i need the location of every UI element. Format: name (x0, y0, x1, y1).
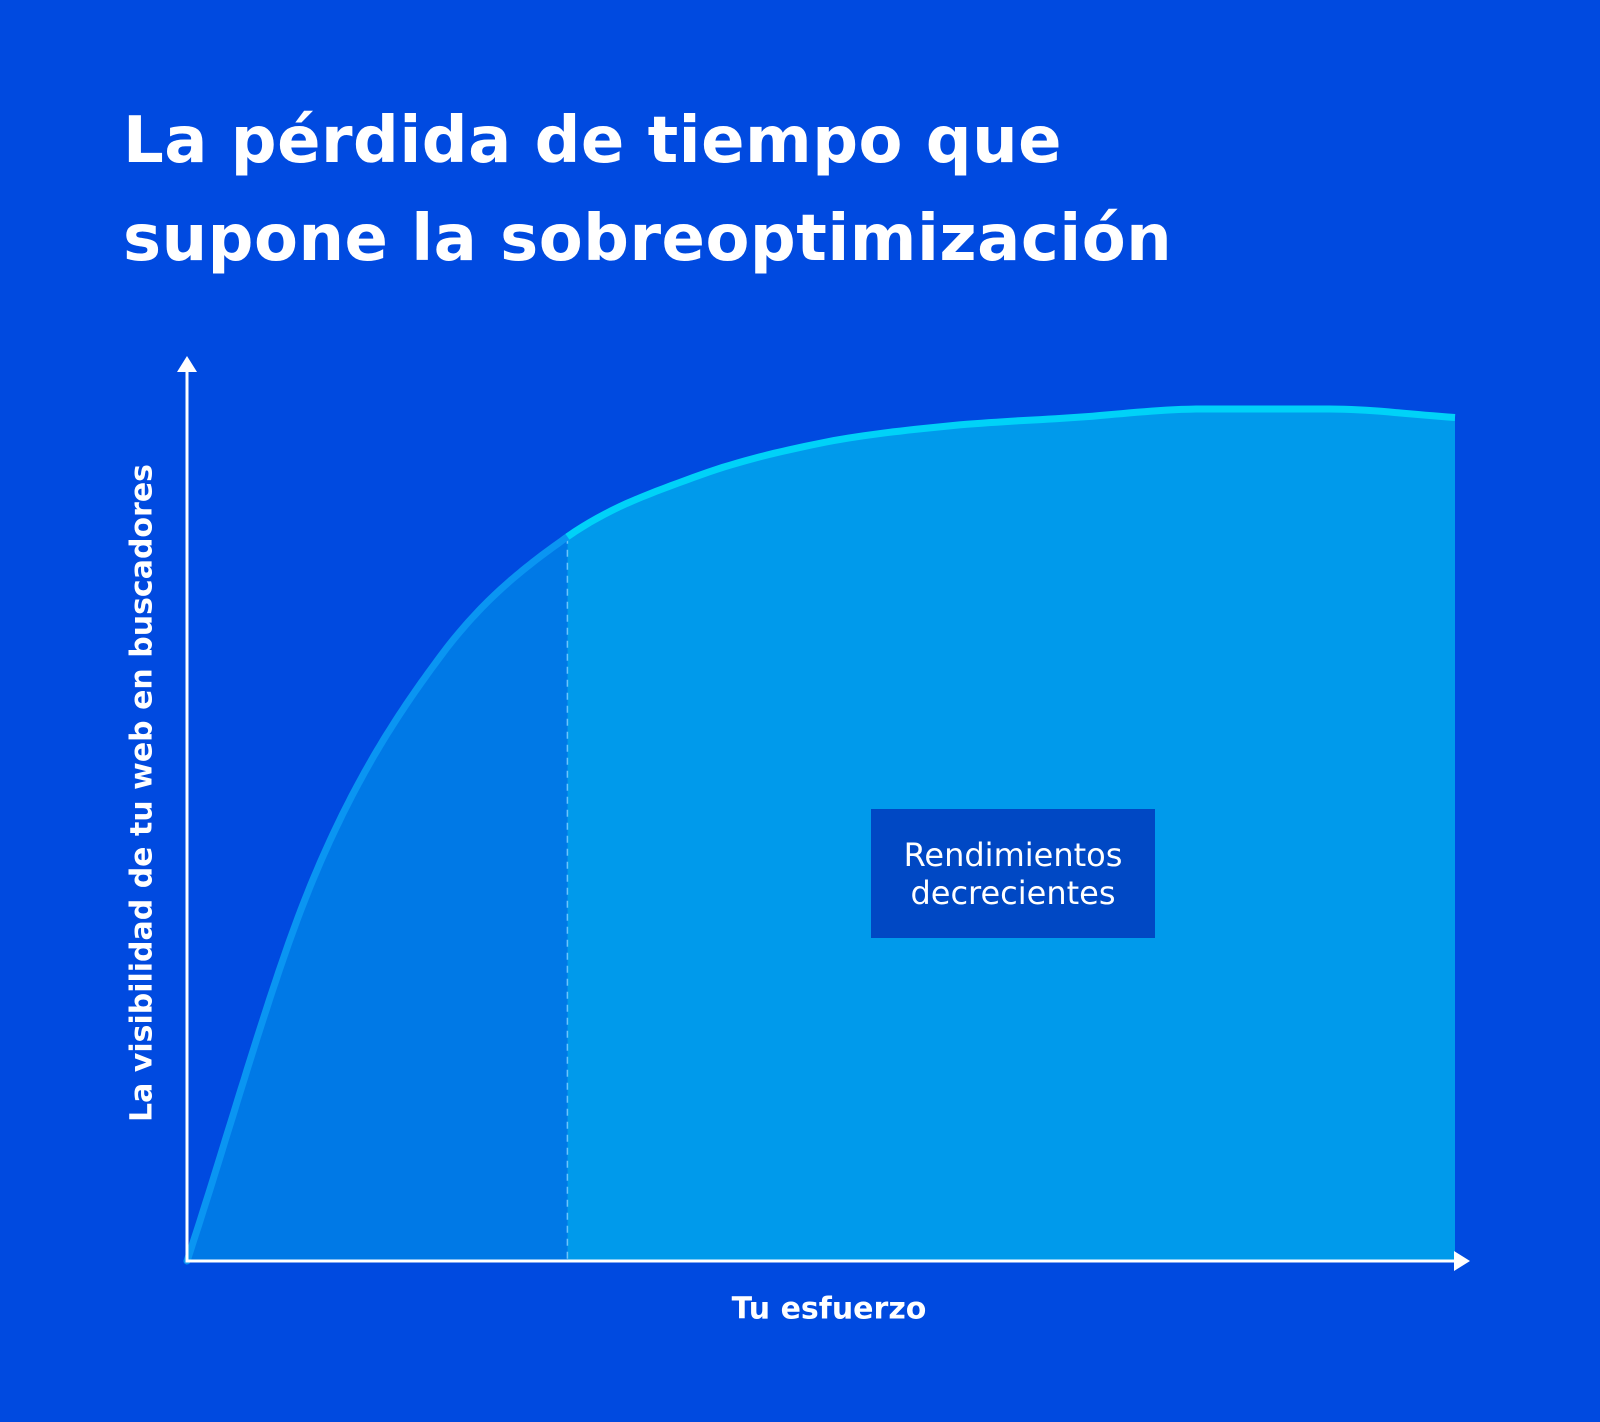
x-axis-label: Tu esfuerzo (731, 1291, 927, 1327)
x-axis-arrow (1454, 1251, 1470, 1271)
chart-title-line-1: La pérdida de tiempo que (123, 104, 1063, 178)
diminishing-returns-label: Rendimientos decrecientes (871, 809, 1155, 938)
curve-line-before (183, 533, 571, 1265)
annotation-line-1: Rendimientos (903, 835, 1123, 874)
area-before-threshold (187, 536, 568, 1261)
annotation-line-2: decrecientes (910, 873, 1116, 912)
curve-line-after (565, 405, 1456, 540)
chart-title-line-2: supone la sobreoptimización (123, 202, 1173, 276)
y-axis-arrow (177, 356, 197, 372)
chart-title: La pérdida de tiempo que supone la sobre… (123, 92, 1423, 288)
y-axis-label: La visibilidad de tu web en buscadores (124, 463, 160, 1123)
